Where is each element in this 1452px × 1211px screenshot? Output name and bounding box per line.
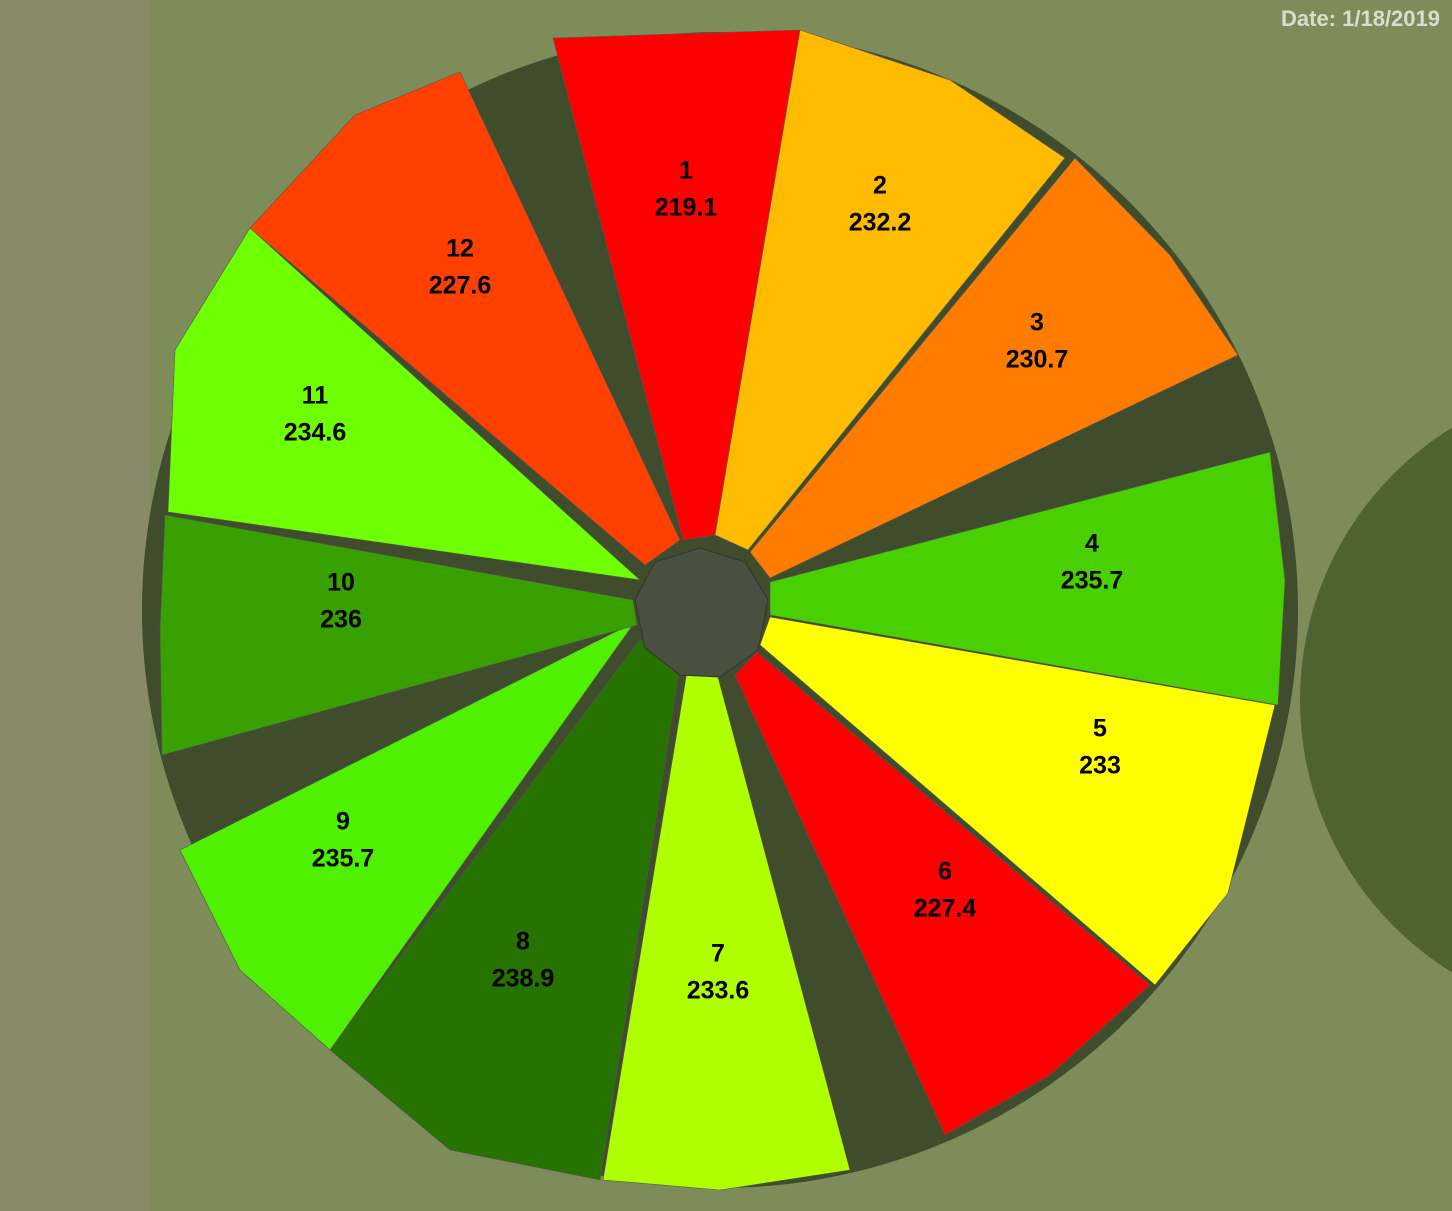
zone-value: 230.7 [1006,346,1069,374]
zone-value: 219.1 [655,194,718,222]
zone-number: 12 [446,235,474,263]
date-label: Date: 1/18/2019 [1281,6,1440,31]
zone-number: 6 [938,858,952,886]
zone-value: 236 [320,606,362,634]
zone-value: 233 [1079,752,1121,780]
zone-number: 10 [327,569,355,597]
zone-value: 235.7 [1061,567,1124,595]
zone-number: 1 [679,157,693,185]
zone-number: 2 [873,172,887,200]
zone-value: 233.6 [687,977,750,1005]
zone-value: 238.9 [492,965,555,993]
zone-number: 3 [1030,309,1044,337]
zone-number: 4 [1085,530,1099,558]
zone-value: 234.6 [284,419,347,447]
zone-value: 227.4 [914,895,977,923]
zone-number: 5 [1093,715,1107,743]
zone-number: 11 [302,382,329,410]
left-field [0,0,150,1211]
map: Date: 1/18/2019 1 219.1 2 232.2 3 230.7 4 235.7… [0,0,1452,1211]
zone-number: 7 [711,940,725,968]
zone-number: 9 [336,808,350,836]
zone-value: 235.7 [312,845,375,873]
zone-number: 8 [516,928,530,956]
zone-value: 232.2 [849,209,912,237]
zone-value: 227.6 [429,272,492,300]
